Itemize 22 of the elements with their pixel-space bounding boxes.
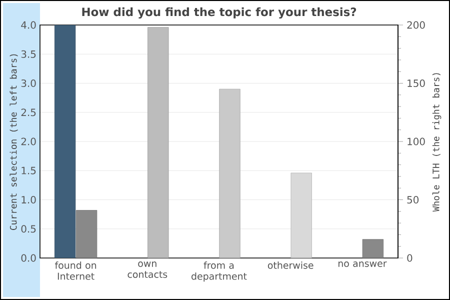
y-tick-label: 0.5 bbox=[21, 225, 36, 233]
y2-tick-label: 100 bbox=[408, 138, 425, 146]
y-axis-title: Current selection (the left bars) bbox=[10, 54, 18, 230]
x-tick-label: found on Internet bbox=[54, 262, 96, 280]
y-tick-label: 3.5 bbox=[21, 50, 36, 58]
x-tick-label: from a department bbox=[192, 262, 247, 282]
x-tick-label: otherwise bbox=[268, 262, 314, 269]
y-tick-label: 4.0 bbox=[21, 21, 36, 29]
y-tick-label: 3.0 bbox=[21, 79, 36, 88]
x-tick-label: no answer bbox=[338, 262, 387, 267]
y2-tick-label: 150 bbox=[408, 79, 425, 88]
y-tick-label: 2.5 bbox=[21, 108, 36, 116]
y-tick-label: 1.5 bbox=[22, 166, 36, 174]
y-tick-label: 1.0 bbox=[22, 196, 36, 204]
y2-tick-label: 50 bbox=[407, 196, 419, 204]
y-tick-label: 2.0 bbox=[21, 138, 36, 146]
chart-title: How did you find the topic for your thesis? bbox=[82, 7, 356, 18]
x-tick-label: own contacts bbox=[128, 262, 168, 278]
y2-tick-label: 0 bbox=[407, 254, 412, 262]
y2-tick-label: 200 bbox=[407, 21, 425, 29]
y2-axis-title: Whole LTH (the right bars) bbox=[432, 73, 442, 212]
y-tick-label: 0.0 bbox=[21, 254, 36, 262]
